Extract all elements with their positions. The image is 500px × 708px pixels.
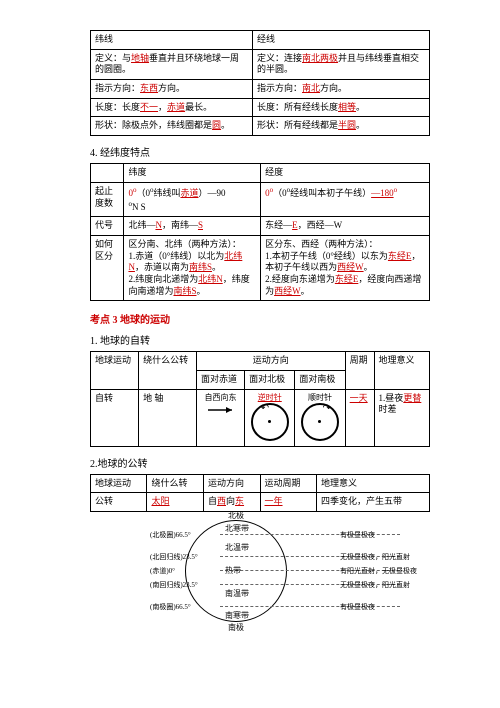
ccw-icon: ↶ xyxy=(251,403,289,441)
sec4: 4. 经纬度特点 xyxy=(90,144,430,159)
table-latlon-deg: 纬度经度 起止度数 0o（0o纬线叫赤道）—90oN S 0o（0o经线叫本初子… xyxy=(90,163,430,301)
zone-diagram: 北极 南极 (北极圈)66.5°有极昼极夜(北回归线)23.5°无极昼极夜，阳光… xyxy=(150,520,370,620)
cw-icon: ↷ xyxy=(301,403,339,441)
sec-revolution: 2.地球的公转 xyxy=(90,455,430,470)
table-rotation: 地球运动绕什么公转运动方向周期地理意义 面对赤道面对北极面对南极 自转地 轴 自… xyxy=(90,351,430,446)
th: 经线 xyxy=(253,31,430,50)
table-revolution: 地球运动绕什么转运动方向运动周期地理意义 公转太阳自西向东一年四季变化，产生五带 xyxy=(90,474,430,512)
table-latlon-lines: 纬线经线 定义：与地轴垂直并且环绕地球一周的圆圈。定义：连接南北两极并且与纬线垂… xyxy=(90,30,430,136)
sec-rotation: 1. 地球的自转 xyxy=(90,332,430,347)
kd3: 考点 3 地球的运动 xyxy=(90,311,430,326)
th: 纬线 xyxy=(91,31,253,50)
